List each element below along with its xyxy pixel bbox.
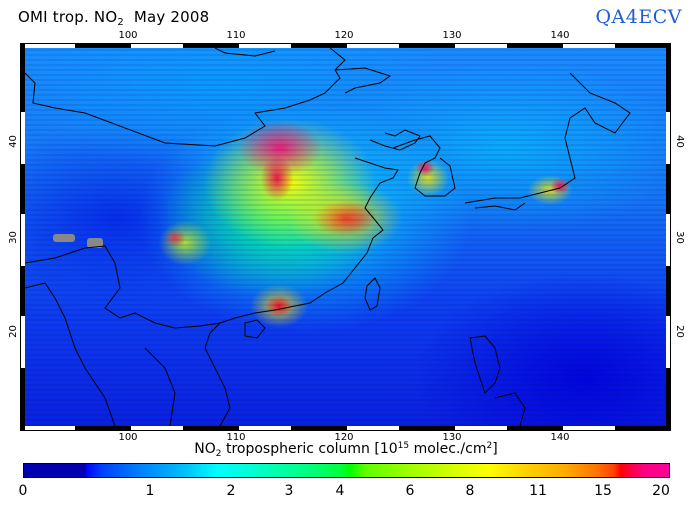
frame-seg [347, 44, 399, 48]
colorbar-tick-4: 4 [335, 483, 345, 499]
pixel-noise [25, 48, 666, 426]
frame-seg [131, 426, 183, 430]
right-axis-label-20: 20 [673, 325, 685, 338]
colorbar-title: NO2 tropospheric column [1015 molec./cm2… [0, 441, 692, 459]
left-axis-label-20: 20 [7, 325, 19, 338]
cb-title-unit: molec./cm [409, 441, 487, 457]
top-axis-label-140: 140 [550, 30, 570, 41]
map-title: OMI trop. NO2 May 2008 [18, 8, 209, 28]
top-axis-label-130: 130 [442, 30, 462, 41]
frame-seg [347, 426, 399, 430]
colorbar-tick-2: 2 [226, 483, 236, 499]
colorbar-tick-0: 0 [18, 483, 28, 499]
bottom-axis-label-140: 140 [550, 432, 570, 443]
frame-seg [239, 426, 291, 430]
cb-title-sup2: 2 [486, 441, 493, 451]
frame-seg [563, 44, 615, 48]
cb-title-mid: tropospheric column [10 [221, 441, 398, 457]
colorbar-tick-8: 8 [465, 483, 475, 499]
frame-seg [239, 44, 291, 48]
top-axis-label-100: 100 [118, 30, 138, 41]
colorbar-tick-6: 6 [405, 483, 415, 499]
title-subscript: 2 [117, 17, 124, 28]
frame-seg [666, 112, 670, 164]
bottom-axis-label-120: 120 [334, 432, 354, 443]
right-axis-label-30: 30 [673, 231, 685, 244]
top-axis-label-120: 120 [334, 30, 354, 41]
frame-seg [455, 44, 507, 48]
cb-title-sub: 2 [215, 449, 222, 459]
cb-title-end: ] [492, 441, 498, 457]
bottom-axis-label-110: 110 [226, 432, 246, 443]
colorbar-tick-1: 1 [145, 483, 155, 499]
colorbar-tick-3: 3 [284, 483, 294, 499]
frame-bottom [21, 426, 670, 430]
title-date: May 2008 [133, 8, 210, 26]
top-axis-label-110: 110 [226, 30, 246, 41]
left-axis-label-30: 30 [7, 231, 19, 244]
map-frame [20, 43, 671, 431]
frame-seg [23, 44, 75, 48]
brand-logo: QA4ECV [595, 6, 682, 28]
colorbar-tick-20: 20 [652, 483, 670, 499]
bottom-axis-label-130: 130 [442, 432, 462, 443]
colorbar [23, 463, 670, 478]
cb-title-sup: 15 [397, 441, 410, 451]
right-axis-label-40: 40 [673, 135, 685, 148]
frame-seg [563, 426, 615, 430]
colorbar-tick-15: 15 [594, 483, 612, 499]
left-axis-label-40: 40 [7, 135, 19, 148]
frame-seg [455, 426, 507, 430]
colorbar-tick-11: 11 [529, 483, 547, 499]
frame-seg [21, 112, 25, 164]
frame-seg [21, 316, 25, 368]
frame-seg [23, 426, 75, 430]
bottom-axis-label-100: 100 [118, 432, 138, 443]
missing-data-patch [87, 238, 103, 248]
frame-seg [131, 44, 183, 48]
title-text: OMI trop. NO [18, 8, 118, 26]
coastline-overlay [25, 48, 631, 426]
missing-data-patch [53, 234, 75, 242]
frame-seg [666, 214, 670, 266]
no2-heatmap [25, 48, 666, 426]
map-panel [20, 43, 671, 431]
cb-title-text: NO [194, 441, 216, 457]
frame-seg [21, 214, 25, 266]
frame-top [21, 44, 670, 48]
frame-seg [666, 316, 670, 368]
